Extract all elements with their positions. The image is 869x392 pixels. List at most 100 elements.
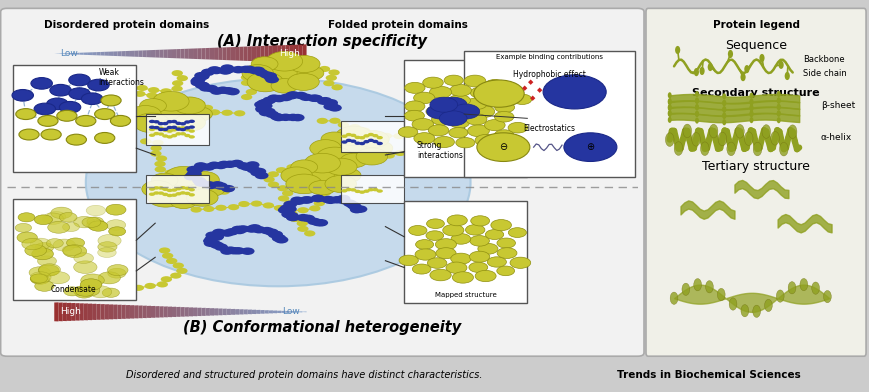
Polygon shape: [227, 309, 230, 315]
Circle shape: [133, 285, 144, 291]
Polygon shape: [193, 48, 197, 59]
Circle shape: [153, 120, 159, 123]
Circle shape: [78, 285, 100, 296]
Polygon shape: [129, 305, 134, 319]
Circle shape: [73, 286, 90, 296]
Polygon shape: [202, 48, 205, 59]
Circle shape: [30, 274, 50, 284]
Polygon shape: [255, 46, 260, 62]
Circle shape: [542, 75, 606, 109]
Circle shape: [35, 243, 54, 252]
Circle shape: [717, 289, 724, 301]
Circle shape: [19, 129, 39, 140]
Circle shape: [222, 110, 233, 116]
Circle shape: [161, 276, 172, 282]
Polygon shape: [163, 49, 168, 58]
Circle shape: [465, 225, 484, 235]
Polygon shape: [184, 307, 189, 317]
Circle shape: [341, 140, 348, 144]
Circle shape: [176, 75, 188, 81]
Polygon shape: [235, 309, 239, 315]
Circle shape: [776, 91, 779, 97]
Circle shape: [218, 189, 229, 195]
Text: Trends in Biochemical Sciences: Trends in Biochemical Sciences: [616, 370, 799, 380]
Circle shape: [180, 191, 186, 194]
Polygon shape: [71, 303, 76, 321]
Circle shape: [443, 75, 462, 85]
Circle shape: [665, 133, 673, 147]
Polygon shape: [298, 311, 302, 312]
Circle shape: [108, 268, 126, 278]
Circle shape: [304, 153, 340, 173]
Polygon shape: [230, 47, 235, 60]
Circle shape: [269, 113, 283, 120]
Text: Tertiary structure: Tertiary structure: [701, 160, 809, 173]
Polygon shape: [273, 310, 277, 313]
Circle shape: [188, 170, 202, 178]
Circle shape: [268, 171, 279, 178]
Circle shape: [176, 268, 188, 274]
Circle shape: [357, 131, 388, 148]
Circle shape: [166, 135, 173, 139]
Circle shape: [189, 129, 195, 133]
Circle shape: [162, 122, 169, 125]
Circle shape: [468, 262, 488, 272]
Circle shape: [25, 245, 46, 256]
Text: Side chain: Side chain: [803, 69, 846, 78]
Circle shape: [248, 224, 262, 232]
Circle shape: [694, 111, 698, 117]
Circle shape: [231, 247, 245, 254]
Circle shape: [212, 229, 226, 236]
Text: α-helix: α-helix: [819, 133, 851, 142]
Circle shape: [229, 160, 243, 167]
Text: Disordered and structured protein domains have distinct characteristics.: Disordered and structured protein domain…: [126, 370, 482, 380]
Circle shape: [271, 114, 285, 121]
Circle shape: [404, 101, 424, 112]
Circle shape: [340, 153, 367, 168]
Circle shape: [359, 191, 365, 194]
Circle shape: [323, 196, 337, 204]
Circle shape: [721, 107, 726, 113]
Circle shape: [667, 104, 671, 110]
Circle shape: [345, 139, 352, 142]
Circle shape: [16, 109, 36, 120]
Circle shape: [451, 104, 479, 119]
Polygon shape: [222, 309, 227, 315]
Circle shape: [759, 54, 764, 62]
Circle shape: [275, 167, 287, 173]
Circle shape: [172, 263, 183, 269]
Circle shape: [787, 125, 796, 138]
Polygon shape: [260, 310, 264, 314]
Circle shape: [148, 187, 183, 207]
Circle shape: [358, 127, 370, 134]
Circle shape: [203, 182, 217, 189]
FancyBboxPatch shape: [1, 8, 643, 356]
Circle shape: [469, 251, 489, 262]
Circle shape: [449, 117, 469, 128]
Polygon shape: [117, 51, 122, 56]
Circle shape: [221, 185, 235, 192]
Circle shape: [740, 73, 745, 81]
Circle shape: [316, 118, 328, 124]
Polygon shape: [79, 53, 83, 55]
Polygon shape: [277, 45, 281, 62]
Text: Sequence: Sequence: [724, 39, 786, 52]
Circle shape: [204, 235, 218, 243]
Circle shape: [353, 205, 367, 213]
Circle shape: [345, 133, 352, 136]
Circle shape: [466, 114, 487, 125]
Circle shape: [381, 133, 392, 139]
Circle shape: [282, 211, 296, 219]
Circle shape: [477, 243, 497, 254]
Polygon shape: [189, 307, 193, 316]
Circle shape: [284, 208, 295, 214]
Circle shape: [196, 73, 209, 80]
Circle shape: [170, 272, 182, 279]
Circle shape: [799, 278, 806, 291]
Circle shape: [184, 192, 190, 195]
Text: High: High: [279, 49, 300, 58]
Circle shape: [244, 225, 258, 233]
Circle shape: [263, 72, 276, 80]
Circle shape: [496, 266, 514, 276]
Circle shape: [427, 151, 438, 156]
